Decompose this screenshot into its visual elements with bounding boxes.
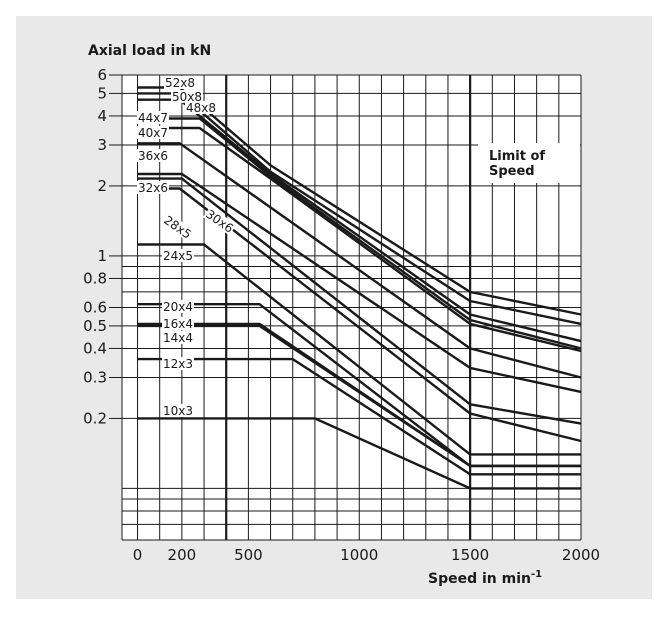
series-label-40x7: 40x7 xyxy=(138,126,168,140)
x-tick-label: 500 xyxy=(234,546,263,564)
series-label-10x3: 10x3 xyxy=(163,404,193,418)
series-line-12x3 xyxy=(137,357,581,476)
series-label-bg xyxy=(162,249,194,262)
y-tick-label: 0.4 xyxy=(83,339,107,357)
series-label-bg xyxy=(161,212,195,242)
y-tick-label: 0.2 xyxy=(83,409,107,427)
series-line-24x5 xyxy=(137,243,581,456)
series-line-30x6 xyxy=(137,177,582,425)
y-axis-label: Axial load in kN xyxy=(88,43,211,59)
series-label-bg xyxy=(137,149,169,162)
series-layer xyxy=(137,86,582,490)
series-label-bg xyxy=(162,300,194,313)
series-line-32x6 xyxy=(137,172,582,394)
y-tick-label: 0.6 xyxy=(83,299,107,317)
x-axis-label-exponent: -1 xyxy=(531,569,542,580)
y-tick-label: 0.5 xyxy=(83,317,107,335)
series-line-14x4 xyxy=(137,324,581,468)
limit-label-line2: Speed xyxy=(489,164,535,179)
series-label-bg xyxy=(137,126,169,139)
series-label-bg xyxy=(137,181,169,194)
series-label-bg xyxy=(162,357,194,370)
y-tick-label: 1 xyxy=(97,247,107,265)
series-label-16x4: 16x4 xyxy=(163,317,193,331)
series-label-bg xyxy=(164,76,196,89)
series-label-bg xyxy=(185,101,217,114)
y-tick-label: 4 xyxy=(97,107,107,125)
series-label-24x5: 24x5 xyxy=(163,249,193,263)
series-line-40x7 xyxy=(137,126,582,353)
series-label-48x8: 48x8 xyxy=(186,101,216,115)
series-label-bg xyxy=(137,111,169,124)
series-label-44x7: 44x7 xyxy=(138,111,168,125)
series-label-36x6: 36x6 xyxy=(138,149,168,163)
series-line-44x7 xyxy=(137,117,582,350)
y-tick-label: 0.8 xyxy=(83,269,107,287)
x-tick-label: 200 xyxy=(168,546,197,564)
y-tick-label: 6 xyxy=(97,66,107,84)
x-tick-label: 0 xyxy=(133,546,143,564)
y-tick-label: 0.3 xyxy=(83,368,107,386)
series-line-48x8 xyxy=(137,98,582,343)
x-axis-label: Speed in min-1 xyxy=(428,569,542,587)
series-line-50x8 xyxy=(137,92,582,326)
labels-layer: 0 200 500 1000 1500 2000 65 4 3 2 1 0.8 0.60.5 0.4 0.3… xyxy=(83,66,600,564)
series-label-12x3: 12x3 xyxy=(163,357,193,371)
series-label-bg xyxy=(162,331,194,344)
x-tick-label: 1500 xyxy=(451,546,489,564)
series-line-10x3 xyxy=(137,417,581,490)
y-tick-label: 2 xyxy=(97,177,107,195)
limit-label-line1: Limit of xyxy=(489,149,545,164)
series-label-14x4: 14x4 xyxy=(163,331,193,345)
series-label-bg xyxy=(203,206,237,236)
x-tick-label: 1000 xyxy=(340,546,378,564)
series-label-52x8: 52x8 xyxy=(165,76,195,90)
series-label-20x4: 20x4 xyxy=(163,300,193,314)
y-tick-label: 3 xyxy=(97,136,107,154)
x-axis-label-text: Speed in min xyxy=(428,571,531,587)
series-label-bg xyxy=(171,90,203,103)
series-label-bg xyxy=(162,317,194,330)
limit-label-box xyxy=(478,143,580,183)
series-label-bg xyxy=(162,404,194,417)
y-tick-label: 5 xyxy=(97,84,107,102)
series-line-36x6 xyxy=(137,142,582,379)
series-label-32x6: 32x6 xyxy=(138,181,168,195)
x-tick-label: 2000 xyxy=(562,546,600,564)
series-label-50x8: 50x8 xyxy=(172,90,202,104)
